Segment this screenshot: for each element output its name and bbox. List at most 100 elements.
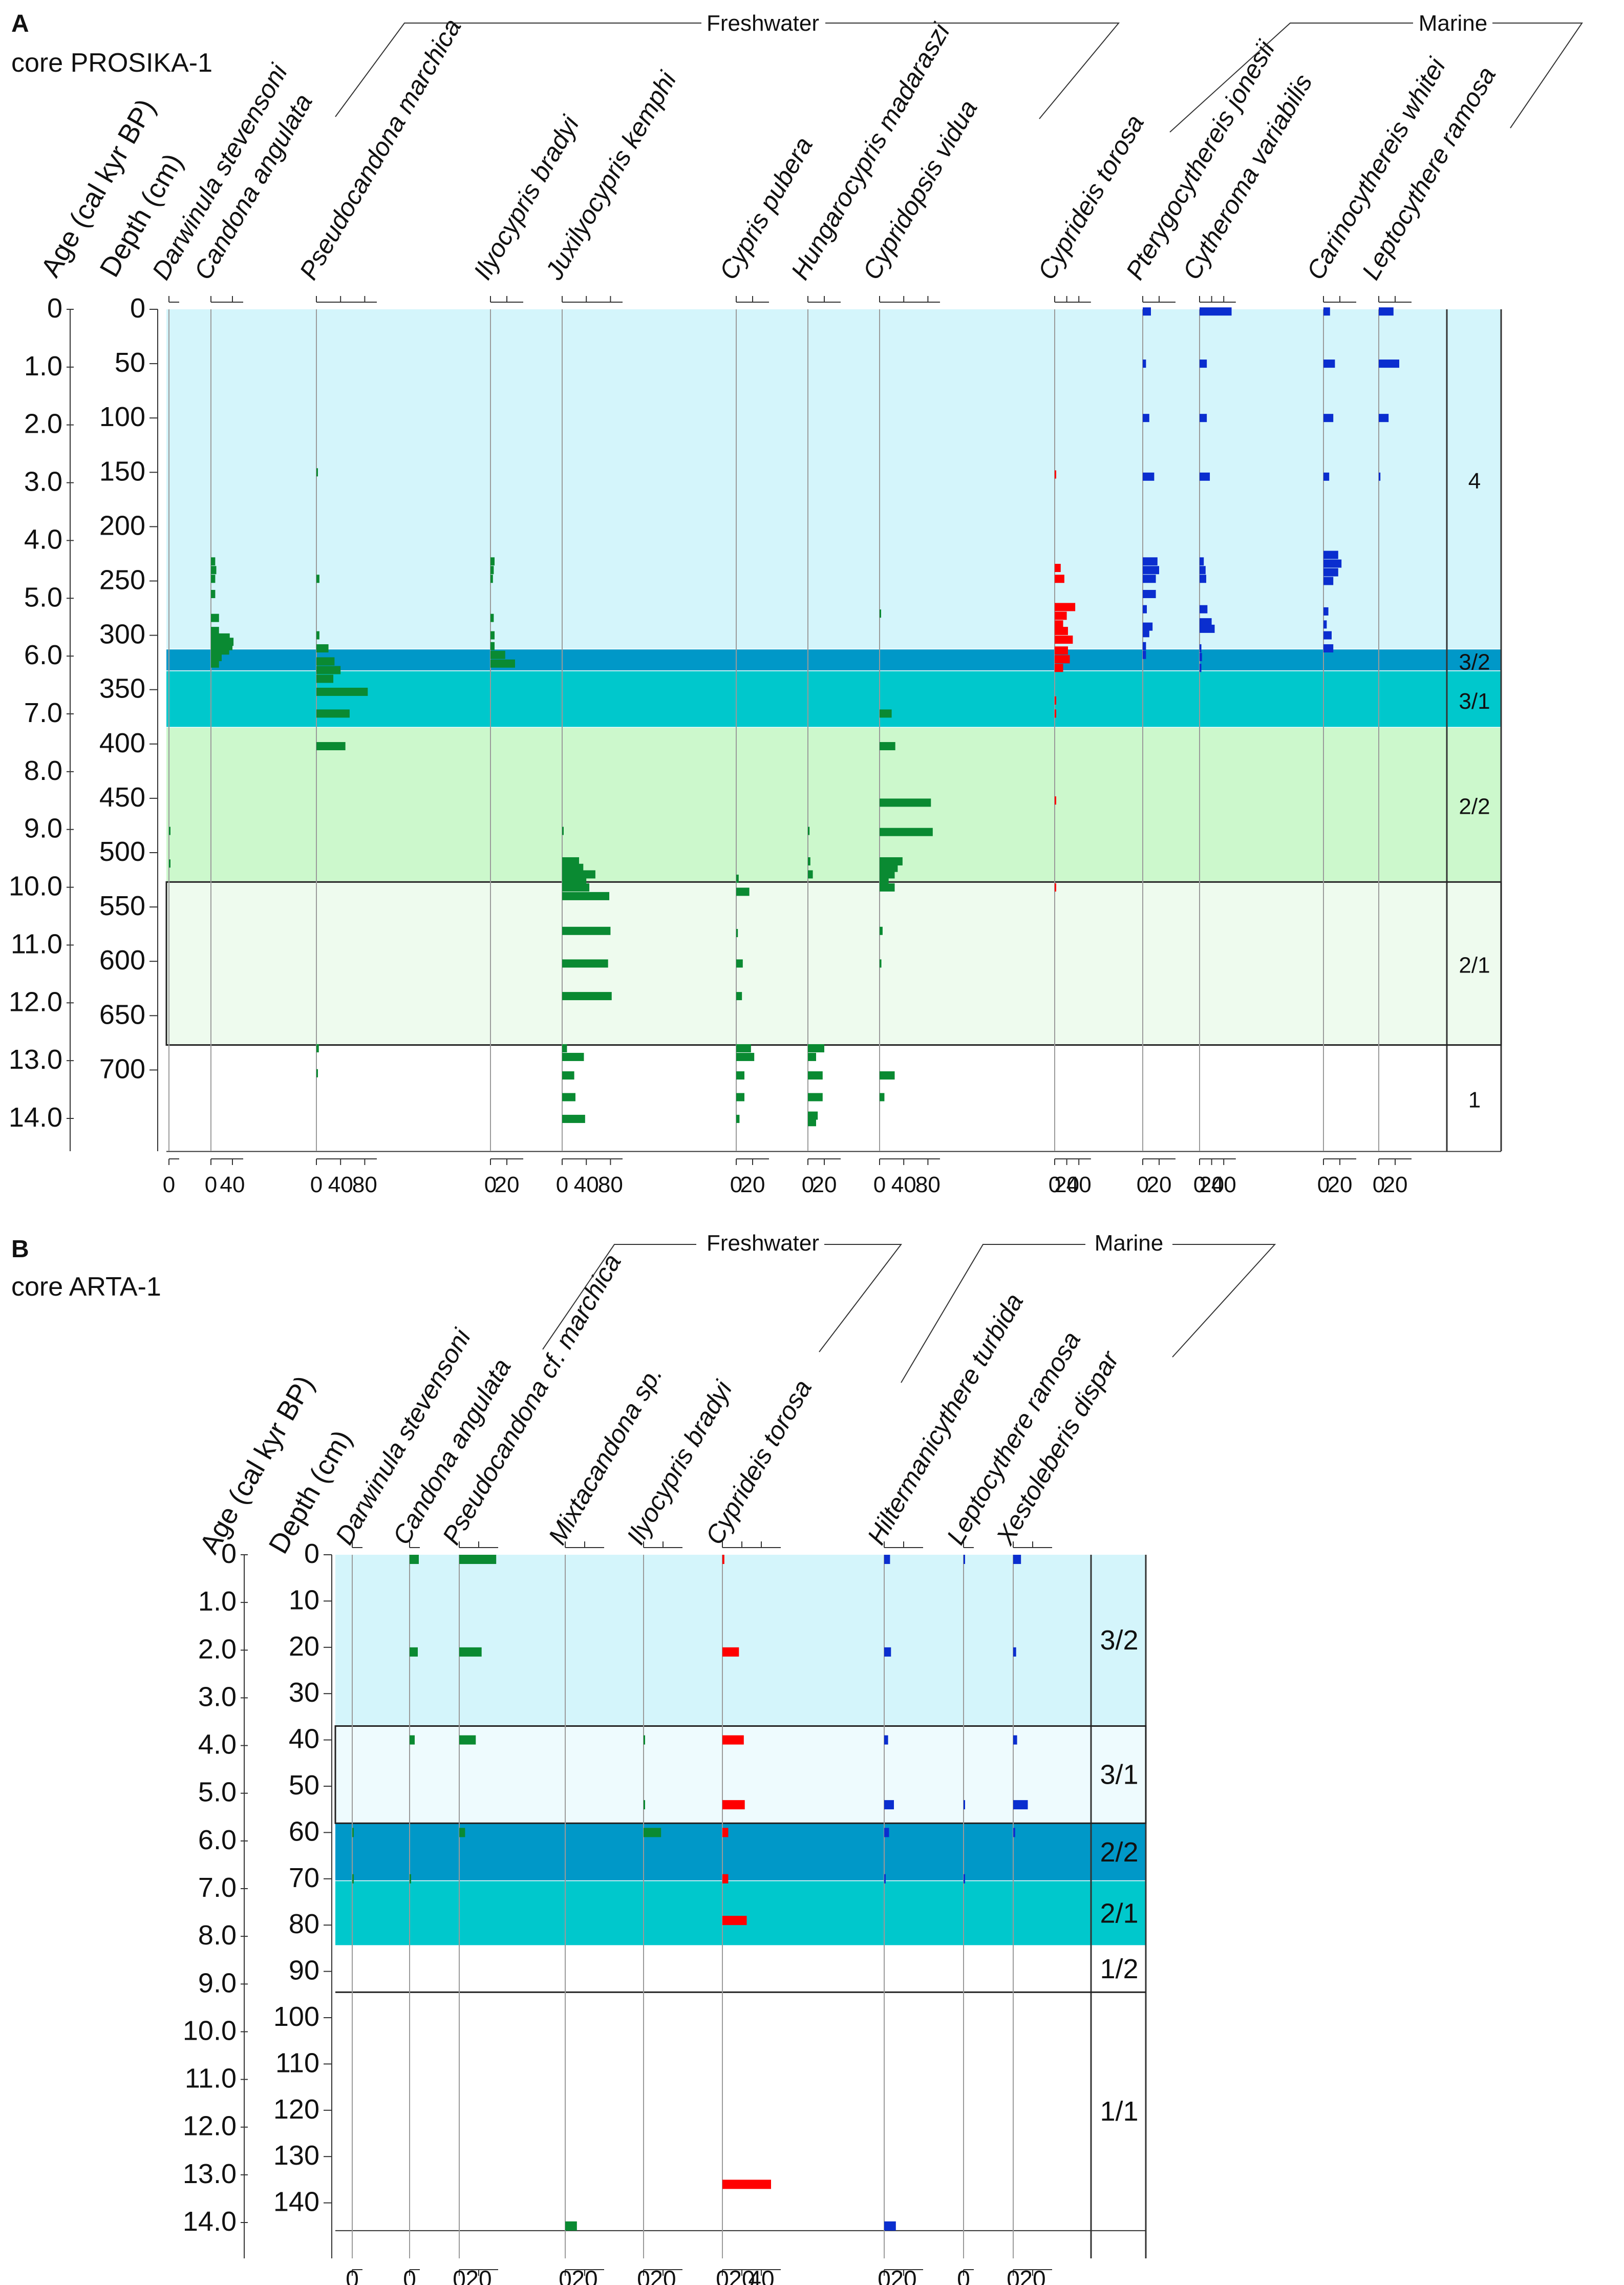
bar-candona-angulata (211, 646, 229, 655)
bar-hungarocypris-madaraszi (808, 1118, 816, 1127)
depth-label: 100 (99, 401, 145, 432)
bar-pseudocandona-marchica (316, 1044, 319, 1052)
bar-hungarocypris-madaraszi (808, 857, 810, 865)
tick-label-mixtacandona-sp: 20 (571, 2266, 597, 2285)
tick-label-candona-angulata: 0 (403, 2266, 416, 2285)
bar-xestoleberis-dispar (1013, 1800, 1028, 1810)
depth-label: 550 (99, 891, 145, 921)
bar-cytheroma-variabilis (1200, 605, 1208, 613)
bar-juxilyocypris-kemphi (562, 883, 590, 892)
bar-hungarocypris-madaraszi (808, 870, 813, 879)
marine-bracket-right (1172, 1244, 1276, 1358)
zone-2-1-outline (165, 881, 1502, 1046)
tick-label-juxilyocypris-kemphi: 80 (598, 1172, 623, 1197)
bar-candona-angulata (211, 627, 219, 636)
tick-label-leptocythere-ramosa: 0 (1373, 1172, 1385, 1197)
bar-cyprideis-torosa (1055, 664, 1063, 672)
tick-label-cyprideis-torosa: 40 (1066, 1172, 1092, 1197)
tick-label-hiltermanicythere-turbida: 20 (890, 2266, 916, 2285)
bar-pseudocandona-marchica (316, 1069, 318, 1077)
bar-juxilyocypris-kemphi (562, 1044, 567, 1052)
bar-pseudocandona-marchica (316, 709, 350, 718)
tick-label-candona-angulata: 0 (205, 1172, 217, 1197)
marine-bracket-left (901, 1244, 1085, 1383)
bar-carinocythereis-whitei (1323, 644, 1334, 653)
bar-candona-angulata (410, 1874, 411, 1884)
zone-label-4: 4 (1468, 469, 1481, 494)
bar-cypridopsis-vidua (880, 883, 895, 892)
bar-cyprideis-torosa (1055, 611, 1067, 620)
bar-cypridopsis-vidua (880, 742, 895, 751)
bar-pterygocythereis-jonesii (1143, 629, 1149, 638)
bar-cypridopsis-vidua (880, 870, 895, 879)
bar-pterygocythereis-jonesii (1143, 589, 1156, 598)
bar-leptocythere-ramosa (1379, 307, 1394, 316)
tick-label-cypris-pubera: 20 (740, 1172, 765, 1197)
bar-pterygocythereis-jonesii (1143, 650, 1146, 659)
bar-candona-angulata (211, 575, 216, 583)
depth-label: 50 (115, 347, 145, 378)
tick-label-ilyocypris-bradyi: 20 (495, 1172, 520, 1197)
panel-a-letter: A (11, 10, 29, 37)
zone-band-3-1 (166, 671, 1501, 728)
panel-b: B core ARTA-1 3/2 3/1 2/2 2/1 1/2 1/1 0 1.0 2.0… (11, 1231, 1276, 2285)
zone-3-1-outline (334, 1725, 1147, 1824)
age-label: 12.0 (183, 2111, 237, 2142)
bar-pseudocandona-cf-marchica (459, 1555, 497, 1564)
bar-cypris-pubera (736, 1052, 755, 1061)
tick-label-leptocythere-ramosa: 0 (957, 2266, 970, 2285)
age-label: 0 (47, 293, 62, 324)
bar-ilyocypris-bradyi (490, 557, 495, 566)
bar-ilyocypris-bradyi (490, 566, 494, 575)
bar-juxilyocypris-kemphi (562, 992, 612, 1001)
tick-label-mixtacandona-sp: 0 (559, 2266, 572, 2285)
bar-cyprideis-torosa (1055, 620, 1063, 629)
freshwater-bracket-left (542, 1244, 696, 1350)
bar-carinocythereis-whitei (1323, 307, 1330, 316)
age-label: 14.0 (9, 1102, 62, 1133)
depth-label: 100 (273, 2001, 319, 2032)
bar-leptocythere-ramosa (964, 1874, 965, 1884)
bar-pseudocandona-marchica (316, 468, 318, 477)
zone-label-3-2: 3/2 (1100, 1625, 1138, 1656)
bar-cypridopsis-vidua (880, 709, 892, 718)
bar-candona-angulata (211, 566, 217, 575)
bar-cytheroma-variabilis (1200, 624, 1215, 633)
bar-juxilyocypris-kemphi (562, 877, 587, 885)
bar-ilyocypris-bradyi (644, 1800, 645, 1810)
bar-cypris-pubera (736, 1114, 740, 1123)
depth-label: 650 (99, 999, 145, 1030)
tick-label-cyprideis-torosa: 20 (1054, 1172, 1079, 1197)
bar-carinocythereis-whitei (1323, 620, 1327, 629)
bar-carinocythereis-whitei (1323, 631, 1332, 640)
bar-pterygocythereis-jonesii (1143, 566, 1159, 575)
bar-candona-angulata (211, 613, 219, 622)
bar-cypridopsis-vidua (880, 1071, 895, 1080)
age-label: 3.0 (24, 467, 62, 497)
tick-label-pseudocandona-marchica: 40 (328, 1172, 353, 1197)
bar-carinocythereis-whitei (1323, 472, 1330, 481)
tick-label-cypridopsis-vidua: 0 (873, 1172, 886, 1197)
bar-cypris-pubera (736, 874, 739, 883)
tick-label-carinocythereis-whitei: 0 (1317, 1172, 1330, 1197)
bar-candona-angulata (410, 1735, 415, 1745)
depth-label: 140 (273, 2187, 319, 2217)
bar-cyprideis-torosa (722, 2180, 771, 2189)
depth-label: 150 (99, 456, 145, 486)
tick-label-pterygocythereis-jonesii: 20 (1147, 1172, 1172, 1197)
bar-cyprideis-torosa (1055, 796, 1056, 805)
bar-cypridopsis-vidua (880, 828, 933, 836)
bar-cyprideis-torosa (722, 1916, 747, 1926)
zone-band-4 (166, 309, 1501, 650)
bar-candona-angulata (211, 557, 216, 566)
zone-label-3-1: 3/1 (1459, 689, 1490, 714)
bar-pterygocythereis-jonesii (1143, 472, 1155, 481)
age-label: 2.0 (24, 409, 62, 439)
zone-label-1-2: 1/2 (1100, 1954, 1138, 1984)
age-label: 0 (221, 1538, 237, 1569)
age-label: 4.0 (198, 1729, 237, 1760)
bar-cytheroma-variabilis (1200, 644, 1202, 653)
depth-label: 110 (275, 2047, 319, 2078)
age-label: 11.0 (11, 928, 62, 959)
